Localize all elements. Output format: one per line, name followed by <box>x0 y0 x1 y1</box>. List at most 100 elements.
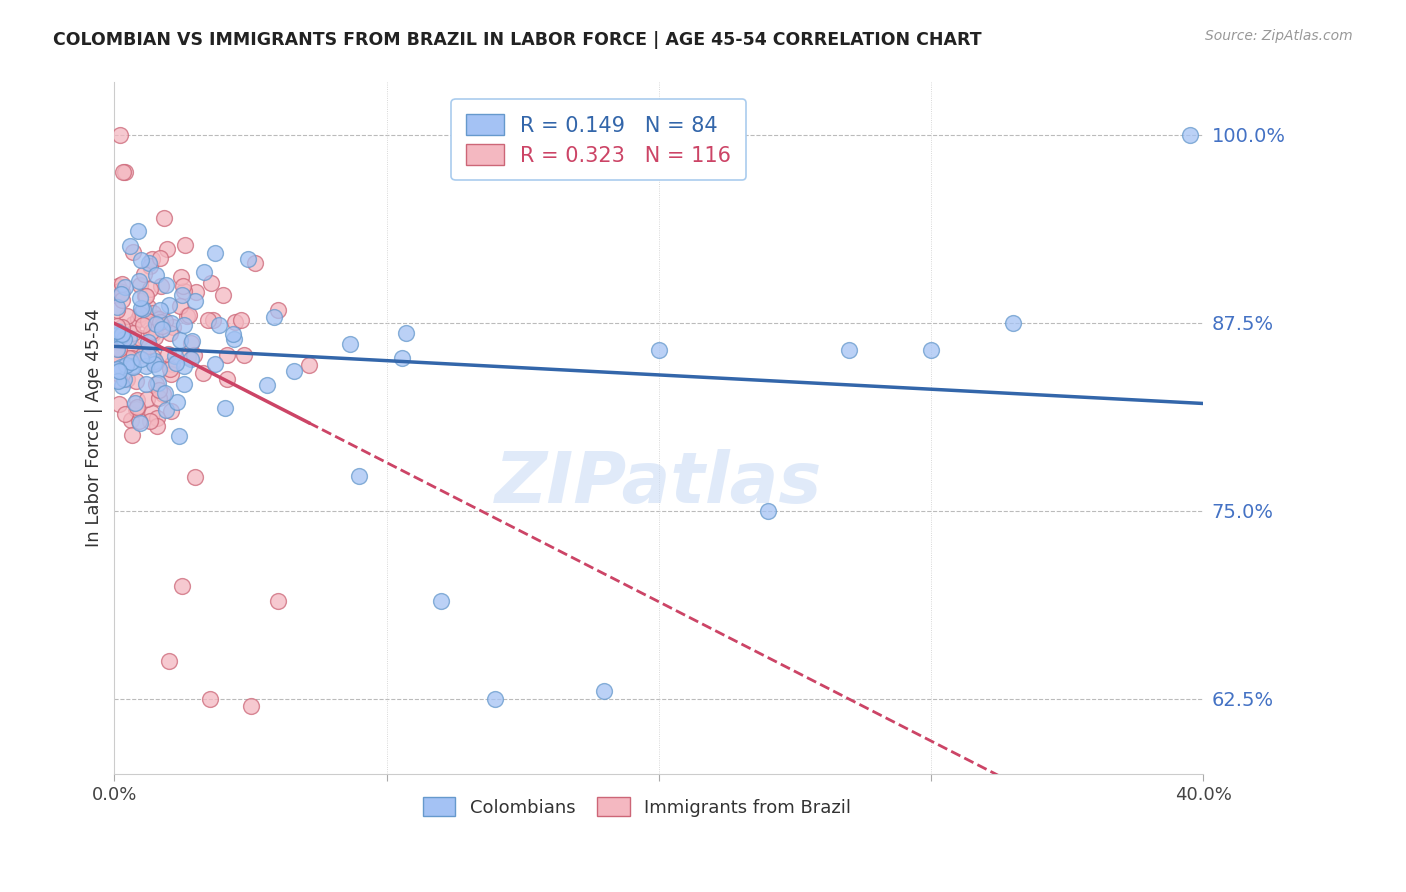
Point <box>129 291 152 305</box>
Point <box>153 314 176 328</box>
Point <box>148 362 170 376</box>
Point <box>145 317 167 331</box>
Y-axis label: In Labor Force | Age 45-54: In Labor Force | Age 45-54 <box>86 309 103 548</box>
Point <box>111 379 134 393</box>
Point <box>484 692 506 706</box>
Point <box>142 305 165 319</box>
Point <box>349 469 371 483</box>
Point <box>121 244 143 259</box>
Point <box>139 282 162 296</box>
Point <box>122 359 145 374</box>
Point <box>138 414 160 428</box>
Text: ZIPatlas: ZIPatlas <box>495 449 823 518</box>
Point <box>245 256 267 270</box>
Point <box>181 334 204 348</box>
Point <box>142 357 165 371</box>
Point <box>129 278 152 293</box>
Point <box>135 392 157 407</box>
Point <box>125 393 148 408</box>
Point <box>146 376 169 391</box>
Point <box>112 332 135 346</box>
Point <box>215 372 238 386</box>
Point <box>136 300 159 314</box>
Point <box>217 348 239 362</box>
Point <box>118 331 141 345</box>
Point <box>111 277 134 292</box>
Point <box>132 318 155 332</box>
Point <box>127 225 149 239</box>
Point <box>155 403 177 417</box>
Point <box>121 359 143 374</box>
Point <box>148 383 170 397</box>
Point <box>298 358 321 372</box>
Point <box>430 594 453 608</box>
Point <box>135 359 157 373</box>
Point <box>135 376 157 391</box>
Point <box>107 278 129 293</box>
Point <box>155 277 177 292</box>
Point <box>118 353 141 368</box>
Point <box>267 594 290 608</box>
Point <box>139 325 162 339</box>
Point <box>593 684 616 698</box>
Point <box>115 309 138 323</box>
Point <box>159 298 181 312</box>
Point <box>143 330 166 344</box>
Point <box>191 367 214 381</box>
Point <box>118 239 141 253</box>
Point <box>391 351 413 366</box>
Point <box>105 328 128 343</box>
Point <box>114 407 136 421</box>
Point <box>159 316 181 330</box>
Point <box>146 310 169 325</box>
Point <box>179 309 201 323</box>
Point <box>143 354 166 368</box>
Point <box>108 373 131 387</box>
Point <box>173 284 195 298</box>
Point <box>180 335 202 350</box>
Point <box>200 276 222 290</box>
Point <box>107 374 129 388</box>
Point <box>231 313 253 327</box>
Point <box>134 289 156 303</box>
Point <box>120 413 142 427</box>
Point <box>148 391 170 405</box>
Point <box>125 401 148 416</box>
Point <box>339 337 361 351</box>
Point <box>105 326 128 341</box>
Point <box>141 349 163 363</box>
Point <box>110 286 132 301</box>
Point <box>128 331 150 345</box>
Point <box>173 318 195 333</box>
Point <box>149 303 172 318</box>
Point <box>129 252 152 267</box>
Point <box>163 349 186 363</box>
Point <box>159 361 181 376</box>
Point <box>105 366 128 380</box>
Point <box>136 314 159 328</box>
Point <box>105 361 128 376</box>
Point <box>105 351 128 365</box>
Point <box>224 315 246 329</box>
Point <box>115 372 138 386</box>
Point <box>139 259 162 273</box>
Point <box>111 293 134 307</box>
Point <box>145 317 167 331</box>
Point <box>162 320 184 334</box>
Point <box>160 403 183 417</box>
Point <box>111 320 134 334</box>
Point <box>152 211 174 226</box>
Point <box>173 377 195 392</box>
Point <box>222 332 245 346</box>
Point <box>108 128 131 142</box>
Point <box>152 387 174 401</box>
Point <box>108 364 131 378</box>
Point <box>132 301 155 316</box>
Point <box>211 287 233 301</box>
Point <box>197 313 219 327</box>
Point <box>148 312 170 326</box>
Point <box>105 318 128 333</box>
Point <box>142 326 165 341</box>
Point <box>239 699 262 714</box>
Point <box>131 351 153 366</box>
